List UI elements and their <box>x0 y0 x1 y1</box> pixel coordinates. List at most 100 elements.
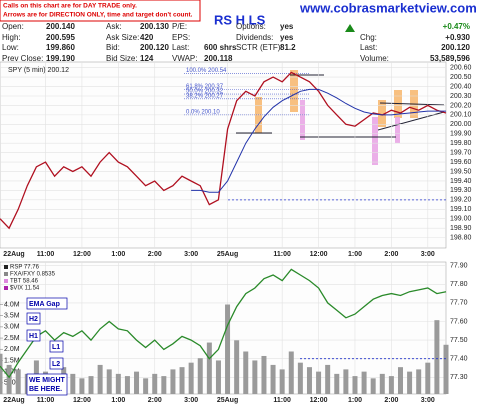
quote-label: P/E: <box>172 22 187 31</box>
x-tick-label: 3:00 <box>184 251 198 258</box>
fib-label: 0.0% 200.10 <box>186 109 220 115</box>
y-tick-label: 200.60 <box>450 65 472 72</box>
y-tick-label: 200.10 <box>450 112 472 119</box>
volume-bar <box>370 378 376 394</box>
y-tick-label: 200.20 <box>450 102 472 109</box>
volume-bar <box>379 373 385 394</box>
legend-entry: RSP 77.76 <box>10 265 40 271</box>
fib-label: 50.0% 200.32 <box>186 89 224 95</box>
x-tick-label: 25Aug <box>217 397 238 404</box>
quote-label: Last: <box>172 43 189 52</box>
note-box <box>26 312 41 325</box>
quote-label: Ask: <box>106 22 122 31</box>
x-tick-label: 11:00 <box>37 397 55 404</box>
y-tick-label: 199.60 <box>450 159 472 166</box>
legend-entry: $VIX 11.54 <box>10 286 40 292</box>
volume-bar <box>215 360 221 394</box>
y-tick-label: 199.10 <box>450 206 472 213</box>
up-arrow <box>345 24 355 32</box>
volume-bar <box>288 351 294 394</box>
volume-bar <box>334 373 340 394</box>
quote-label: SCTR (ETF): <box>236 43 283 52</box>
quote-label: Ask Size: <box>106 33 139 42</box>
trend-line <box>379 102 445 106</box>
notes: EMA Gap H2 L1 H1 L2 WE MIGHT BE HERE. <box>26 297 68 396</box>
quote-value: 124 <box>140 54 154 63</box>
volume-bar <box>397 367 403 394</box>
volume-bar <box>352 376 358 394</box>
volume-bar <box>179 367 185 394</box>
highlight <box>372 117 378 165</box>
fib-label: 61.8% 200.37 <box>186 84 224 90</box>
highlight <box>290 70 298 112</box>
y-tick-label: 4.0M <box>4 301 20 308</box>
volume-bar <box>88 376 94 394</box>
x-tick-label: 1:00 <box>111 397 125 404</box>
x-tick-label: 1:00 <box>348 251 362 258</box>
x-tick-label: 1:00 <box>111 251 125 258</box>
volume-bar <box>134 371 140 394</box>
banner-line: Calls on this chart are for DAY TRADE on… <box>3 3 137 10</box>
volume-bar <box>97 364 103 394</box>
quote-value: yes <box>280 22 294 31</box>
quote-label: Volume: <box>360 54 389 63</box>
volume-bar <box>79 378 85 394</box>
quote-value: 200.120 <box>140 43 169 52</box>
x-tick-label: 25Aug <box>217 251 238 258</box>
y-tick-label: 198.90 <box>450 225 472 232</box>
quote-label: Options: <box>236 22 266 31</box>
x-tick-label: 2:00 <box>384 251 398 258</box>
volume-bar <box>270 364 276 394</box>
volume-bar <box>434 320 440 394</box>
volume-bar <box>15 369 21 394</box>
x-tick-label: 11:00 <box>273 397 291 404</box>
volume-bar <box>261 355 267 394</box>
quote-value: 200.130 <box>140 22 169 31</box>
x-tick-label: 1:00 <box>348 397 362 404</box>
y-tick-label: 199.40 <box>450 178 472 185</box>
volume-bar <box>416 369 422 394</box>
y-tick-label: 199.70 <box>450 149 472 156</box>
volume-bar <box>152 373 158 394</box>
quote-value: 53,589,596 <box>430 54 471 63</box>
y-tick-label: 1.5M <box>4 357 20 364</box>
quote-header: Calls on this chart are for DAY TRADE on… <box>0 0 477 63</box>
highlight <box>300 100 305 140</box>
y-tick-label: 200.00 <box>450 121 472 128</box>
note: EMA Gap <box>29 301 60 308</box>
note: BE HERE. <box>29 386 62 393</box>
note-box <box>49 340 64 353</box>
fib-label: 100.0% 200.54 <box>186 68 227 74</box>
volume-bar <box>143 378 149 394</box>
note: L2 <box>52 361 60 368</box>
volume-bar <box>6 364 12 394</box>
banner-line: Arrows are for DIRECTION ONLY, time and … <box>3 12 193 19</box>
volume-bar <box>297 362 303 394</box>
y2-tick-label: 77.40 <box>450 356 468 363</box>
quote-value: 199.190 <box>46 54 75 63</box>
volume-bar <box>361 371 367 394</box>
x-tick-label: 3:00 <box>421 251 435 258</box>
volume-bar <box>124 376 130 394</box>
tag: RS H LS <box>214 12 266 27</box>
quote-label: Chg: <box>360 33 377 42</box>
volume-bar <box>70 373 76 394</box>
volume-bar <box>161 376 167 394</box>
y2-tick-label: 77.30 <box>450 374 468 381</box>
note: H2 <box>29 316 38 323</box>
volume-bar <box>425 362 431 394</box>
y2-tick-label: 77.70 <box>450 300 468 307</box>
x-tick-label: 11:00 <box>273 251 291 258</box>
y-tick-label: 199.90 <box>450 131 472 138</box>
volume-bar <box>115 373 121 394</box>
quote-value: 200.118 <box>204 54 233 63</box>
y2-tick-label: 77.50 <box>450 337 468 344</box>
quote-label: Last: <box>360 43 377 52</box>
quote-value: 200.595 <box>46 33 75 42</box>
note-box <box>26 373 68 396</box>
y-tick-label: 198.80 <box>450 234 472 241</box>
y-tick-label: 2.5M <box>4 335 20 342</box>
volume-bar <box>206 342 212 394</box>
y-tick-label: 3.5M <box>4 313 20 320</box>
